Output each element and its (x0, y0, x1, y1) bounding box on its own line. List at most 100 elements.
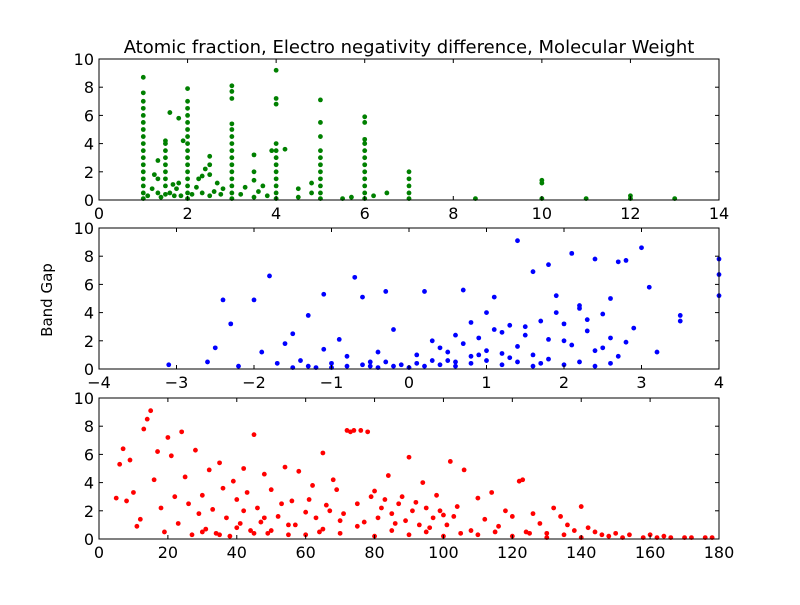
data-point (360, 362, 365, 368)
x-tick-label: 140 (566, 543, 597, 562)
data-point (140, 141, 146, 147)
data-point (229, 89, 235, 94)
data-point (273, 190, 279, 196)
data-point (578, 504, 584, 509)
data-point (375, 349, 381, 355)
data-point (382, 497, 388, 502)
data-point (140, 113, 146, 118)
data-point (475, 532, 481, 538)
data-point (491, 294, 497, 300)
data-point (148, 408, 154, 414)
data-point (337, 518, 343, 524)
data-point (217, 532, 222, 538)
data-point (189, 191, 195, 197)
data-point (482, 516, 488, 522)
x-tick-label: 8 (448, 204, 458, 223)
data-point (451, 514, 457, 519)
data-point (229, 190, 235, 196)
data-point (423, 505, 429, 511)
data-point (167, 190, 173, 196)
data-point (615, 353, 621, 359)
y-tick-label: 2 (84, 502, 94, 521)
plot-frame (98, 58, 720, 201)
data-point (468, 360, 474, 366)
data-point (205, 359, 210, 365)
data-point (318, 190, 323, 196)
x-tick-label: 100 (428, 543, 459, 562)
data-point (383, 359, 389, 365)
series-3-1 (113, 408, 715, 540)
data-point (268, 528, 274, 533)
data-point (189, 532, 195, 538)
data-point (255, 505, 260, 511)
data-point (661, 533, 667, 539)
data-point (445, 349, 451, 355)
data-point (447, 459, 453, 464)
y-tick-label: 2 (84, 163, 94, 182)
data-point (282, 464, 288, 470)
data-point (321, 346, 327, 352)
data-point (654, 349, 660, 355)
data-point (113, 495, 119, 501)
data-point (185, 169, 190, 175)
data-point (309, 190, 314, 196)
data-point (296, 468, 302, 474)
data-point (317, 529, 322, 535)
data-point (120, 446, 126, 452)
data-point (185, 176, 190, 182)
data-point (185, 127, 190, 132)
data-point (295, 194, 301, 200)
data-point (515, 238, 520, 244)
data-point (460, 287, 466, 293)
x-tick-label: −4 (87, 373, 111, 392)
data-point (553, 293, 559, 299)
data-point (503, 508, 508, 514)
x-tick-label: 0 (404, 373, 414, 392)
x-tick-label: −1 (320, 373, 344, 392)
data-point (544, 530, 550, 536)
data-point (134, 523, 140, 529)
data-point (406, 176, 412, 182)
x-tick-label: 4 (714, 373, 724, 392)
y-tick-label: 8 (84, 417, 94, 436)
data-point (384, 190, 390, 196)
data-point (453, 332, 458, 338)
data-point (140, 134, 146, 139)
data-point (236, 363, 241, 369)
data-point (520, 477, 526, 483)
data-point (196, 511, 202, 517)
data-point (273, 101, 279, 107)
data-point (167, 110, 173, 115)
data-point (210, 506, 216, 512)
data-point (207, 193, 213, 199)
data-point (608, 360, 613, 366)
data-point (327, 508, 333, 514)
plot-frame (98, 397, 720, 540)
data-point (298, 358, 303, 363)
data-point (515, 359, 520, 365)
data-point (592, 529, 598, 535)
data-point (468, 353, 474, 359)
data-point (140, 190, 146, 196)
data-point (180, 138, 186, 144)
data-point (286, 532, 291, 538)
data-point (251, 169, 257, 175)
data-point (137, 516, 143, 522)
data-point (383, 289, 389, 294)
data-point (251, 297, 257, 303)
data-point (268, 487, 274, 493)
data-point (273, 148, 279, 154)
data-point (207, 172, 213, 178)
data-point (406, 183, 412, 189)
data-point (365, 429, 371, 435)
data-point (229, 134, 235, 139)
data-point (185, 148, 190, 154)
data-point (358, 428, 364, 433)
data-point (170, 182, 176, 187)
y-tick-label: 10 (74, 50, 94, 69)
data-point (623, 258, 629, 263)
data-point (244, 490, 250, 495)
data-point (403, 518, 408, 524)
data-point (185, 120, 190, 125)
